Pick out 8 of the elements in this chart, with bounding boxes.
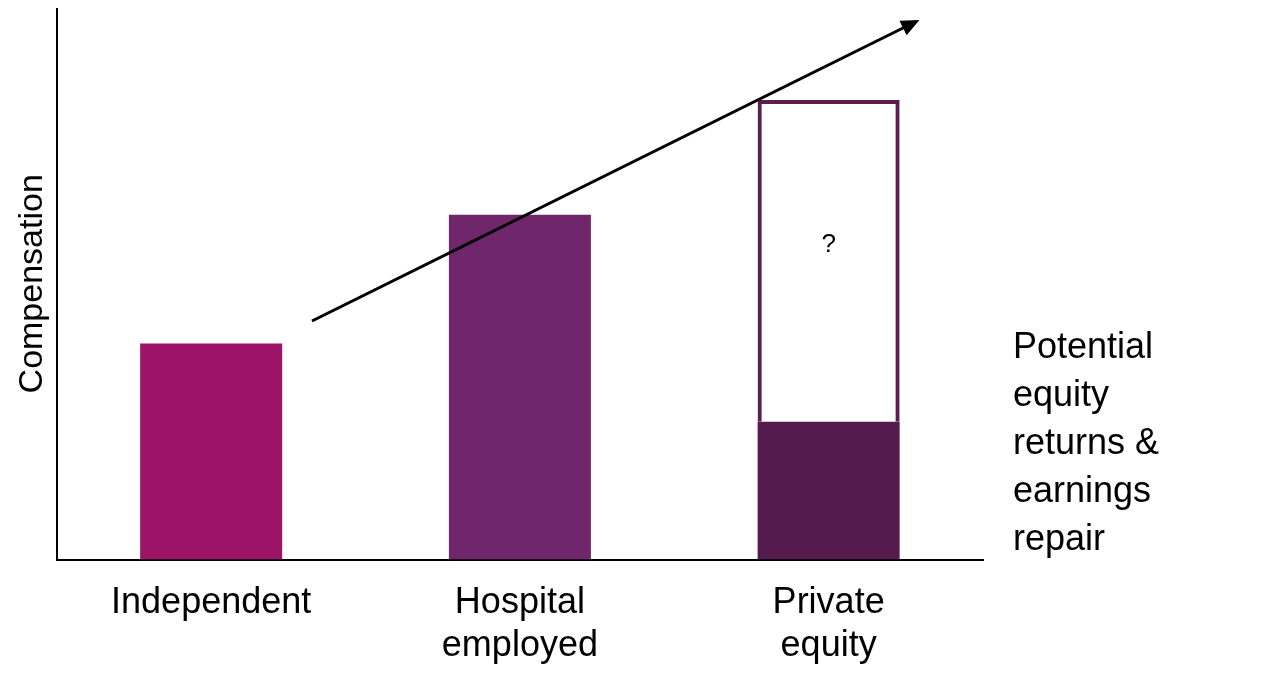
text: Potential equity returns & earnings repair — [1013, 324, 1160, 558]
x-tick-label: Private equity — [772, 580, 885, 665]
annotation: ? — [821, 227, 836, 258]
y-axis-title: Compensation — [10, 174, 49, 394]
bar — [448, 214, 591, 560]
x-tick-label: Independent — [111, 580, 312, 622]
bar — [140, 343, 283, 560]
x-tick-label: Hospital employed — [441, 580, 598, 665]
